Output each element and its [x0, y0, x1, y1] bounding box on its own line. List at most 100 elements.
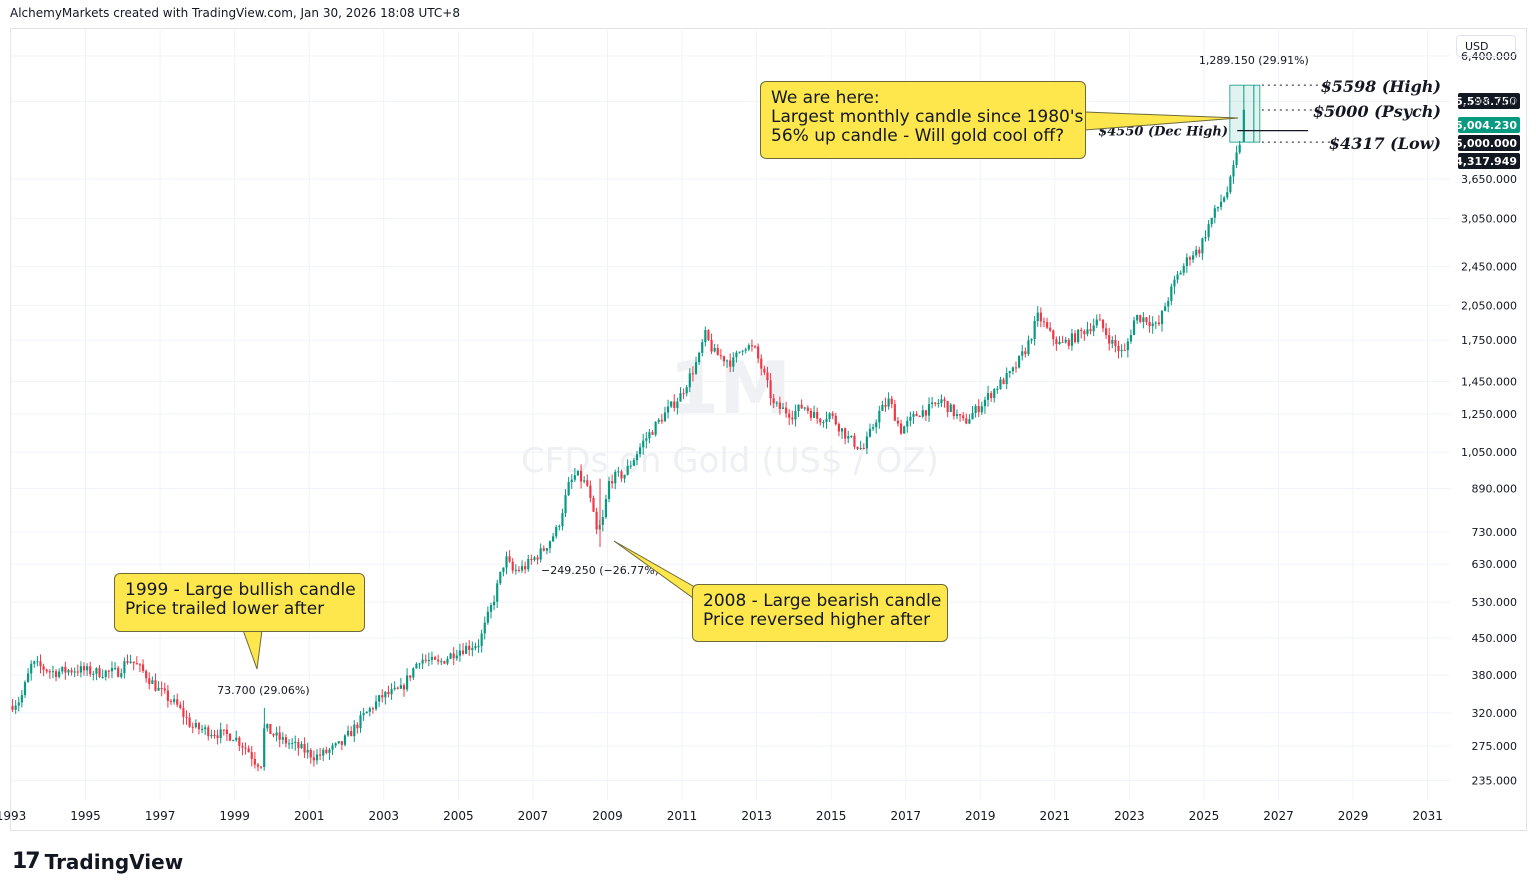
candle-body: [859, 448, 862, 450]
candle-body: [458, 650, 461, 656]
candle-body: [1083, 331, 1086, 335]
candle-body: [719, 355, 722, 357]
candle-body: [1108, 335, 1111, 344]
y-tick-label: 3,050.000: [1461, 212, 1517, 225]
candle-body: [92, 673, 95, 675]
candle-body: [1014, 367, 1018, 369]
candle-body: [844, 428, 847, 439]
y-tick-label: 2,050.000: [1461, 299, 1517, 312]
candle-body: [946, 401, 949, 413]
candle-body: [365, 711, 368, 714]
candle-body: [573, 475, 576, 480]
y-tick-label: 1,050.000: [1461, 446, 1517, 459]
candle-body: [120, 673, 123, 677]
candle-body: [651, 432, 654, 435]
candle-body: [1195, 249, 1198, 256]
candle-body: [1213, 208, 1216, 218]
candle-body: [604, 498, 608, 518]
candle-body: [325, 749, 328, 753]
candle-body: [958, 414, 962, 416]
candle-body: [253, 758, 256, 765]
candle-body: [710, 339, 713, 352]
callout-now-line-2: Largest monthly candle since 1980's: [771, 107, 1084, 127]
candle-body: [468, 645, 471, 650]
candle-body: [70, 670, 73, 673]
candle-body: [701, 342, 704, 353]
currency-button[interactable]: USD: [1456, 35, 1516, 57]
candle-body: [567, 482, 570, 496]
candle-body: [511, 561, 514, 571]
candle-body: [23, 682, 27, 696]
candle-body: [1070, 333, 1074, 346]
x-tick-label: 2001: [294, 809, 325, 823]
candle-body: [806, 407, 809, 411]
candle-body: [884, 404, 887, 407]
candle-body: [769, 380, 772, 399]
candle-body: [1129, 335, 1133, 342]
candle-body: [331, 745, 334, 750]
candle-body: [1210, 217, 1213, 225]
candle-body: [98, 668, 101, 677]
candle-body: [440, 661, 443, 663]
x-tick-label: 2031: [1412, 809, 1443, 823]
candle-body: [79, 666, 82, 673]
candle-body: [1154, 322, 1157, 324]
candle-body: [1021, 351, 1024, 356]
candle-body: [986, 393, 990, 400]
y-tick-label: 1,250.000: [1461, 408, 1517, 421]
candle-body: [725, 360, 729, 362]
candle-body: [499, 571, 502, 584]
callout-2008-line-2: Price reversed higher after: [703, 610, 931, 630]
candle-body: [353, 724, 356, 737]
candle-body: [1145, 317, 1148, 322]
y-tick-label: 890.000: [1472, 482, 1518, 495]
candle-body: [39, 661, 42, 667]
candle-body: [558, 525, 561, 528]
candle-body: [191, 726, 194, 728]
candle-body: [430, 657, 434, 660]
candle-body: [222, 729, 225, 731]
candle-body: [1105, 328, 1108, 336]
candle-body: [54, 671, 58, 677]
candle-body: [76, 671, 79, 673]
candle-body: [601, 517, 604, 525]
candle-body: [903, 426, 906, 434]
y-axis: 235.000 275.000 320.000 380.000 450.000 530.0…: [1461, 50, 1517, 788]
candle-body: [1132, 320, 1136, 336]
candle-body: [312, 757, 315, 761]
candle-body: [688, 373, 691, 388]
candle-body: [626, 465, 629, 475]
candle-body: [319, 754, 322, 756]
candle-body: [315, 754, 319, 761]
candle-body: [1126, 341, 1129, 351]
candle-body: [446, 658, 449, 664]
candle-body: [670, 401, 673, 407]
candle-body: [48, 671, 51, 673]
candle-body: [785, 407, 788, 414]
candle-body: [67, 670, 70, 673]
candle-body: [26, 673, 30, 683]
level-label: $4317 (Low): [1329, 134, 1441, 153]
price-badge: [1458, 117, 1520, 133]
candle-body: [520, 566, 524, 571]
candle-body: [160, 687, 163, 689]
candle-body: [735, 352, 738, 358]
candle-body: [856, 446, 859, 449]
candle-body-latest: [1242, 109, 1245, 143]
candle-body: [166, 690, 169, 701]
candle-body: [635, 454, 639, 461]
candle-body: [1173, 279, 1176, 287]
candle-body: [1182, 265, 1185, 273]
candle-body: [1151, 323, 1154, 327]
y-tick-label: 630.000: [1472, 558, 1518, 571]
level-label: $5000 (Psych): [1313, 102, 1441, 121]
candle-body: [834, 415, 837, 425]
candle-body: [676, 401, 679, 408]
candle-body: [971, 412, 974, 420]
tradingview-logo[interactable]: 17 TradingView: [12, 849, 183, 874]
candle-body: [837, 424, 841, 432]
candle-body: [865, 436, 868, 449]
candle-body: [931, 402, 934, 405]
y-tick-label: 275.000: [1472, 740, 1518, 753]
price-badge-label: 5,004.230: [1455, 119, 1517, 132]
